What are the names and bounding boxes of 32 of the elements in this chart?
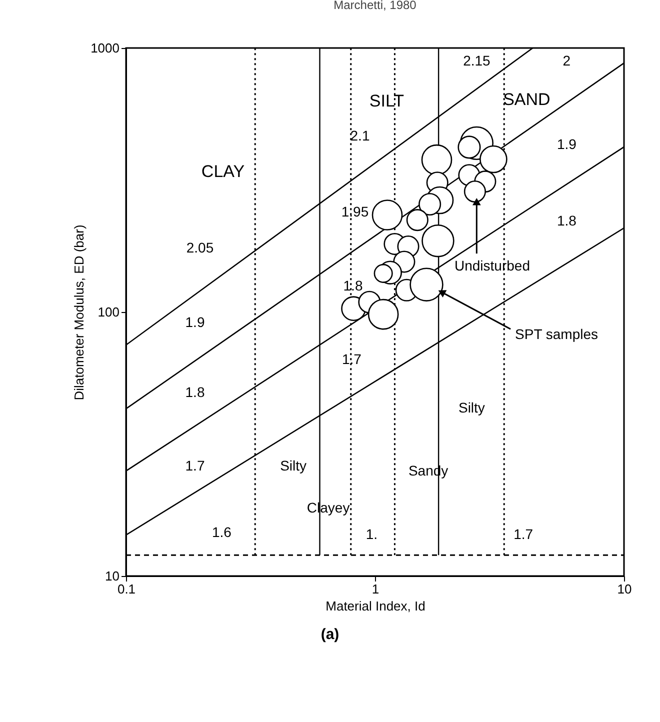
annotation: 2.1: [350, 128, 370, 144]
annotation: 1.9: [556, 136, 577, 152]
x-axis-title: Material Index, Id: [326, 598, 426, 614]
y-tick-label: 1000: [90, 40, 120, 56]
annotation: SILT: [369, 92, 404, 111]
annotation: SAND: [503, 90, 550, 109]
x-tick-label: 10: [617, 582, 632, 596]
x-tick-label: 0.1: [117, 582, 136, 596]
y-tick-label: 100: [98, 304, 120, 320]
y-tick-label: 10: [105, 568, 120, 584]
annotation: Silty: [280, 458, 307, 474]
annotation: Silty: [458, 399, 485, 416]
annotation: 1.7: [185, 458, 205, 474]
annotation: 2.15: [463, 52, 491, 69]
annotation: 1.8: [343, 278, 363, 294]
annotation: 1.7: [514, 526, 534, 542]
annotation: 1.8: [185, 384, 205, 400]
annotation: Undisturbed: [454, 258, 530, 274]
annotation: 1.8: [556, 212, 577, 229]
annotation: 2.05: [186, 239, 214, 256]
annotation: 2: [562, 52, 571, 69]
text: (a): [320, 626, 340, 643]
chart-title: Marchetti, 1980: [334, 0, 417, 12]
annotation: CLAY: [201, 162, 245, 181]
annotation: 1.95: [341, 204, 369, 220]
annotation: 1.: [366, 526, 378, 542]
x-tick-label: 1: [372, 582, 380, 596]
annotation: 1.7: [342, 351, 362, 367]
annotation: SPT samples: [515, 326, 598, 342]
annotation: 1.6: [212, 524, 232, 540]
y-axis-title: Dilatometer Modulus, ED (bar): [72, 224, 87, 400]
annotation: 1.9: [185, 314, 205, 330]
